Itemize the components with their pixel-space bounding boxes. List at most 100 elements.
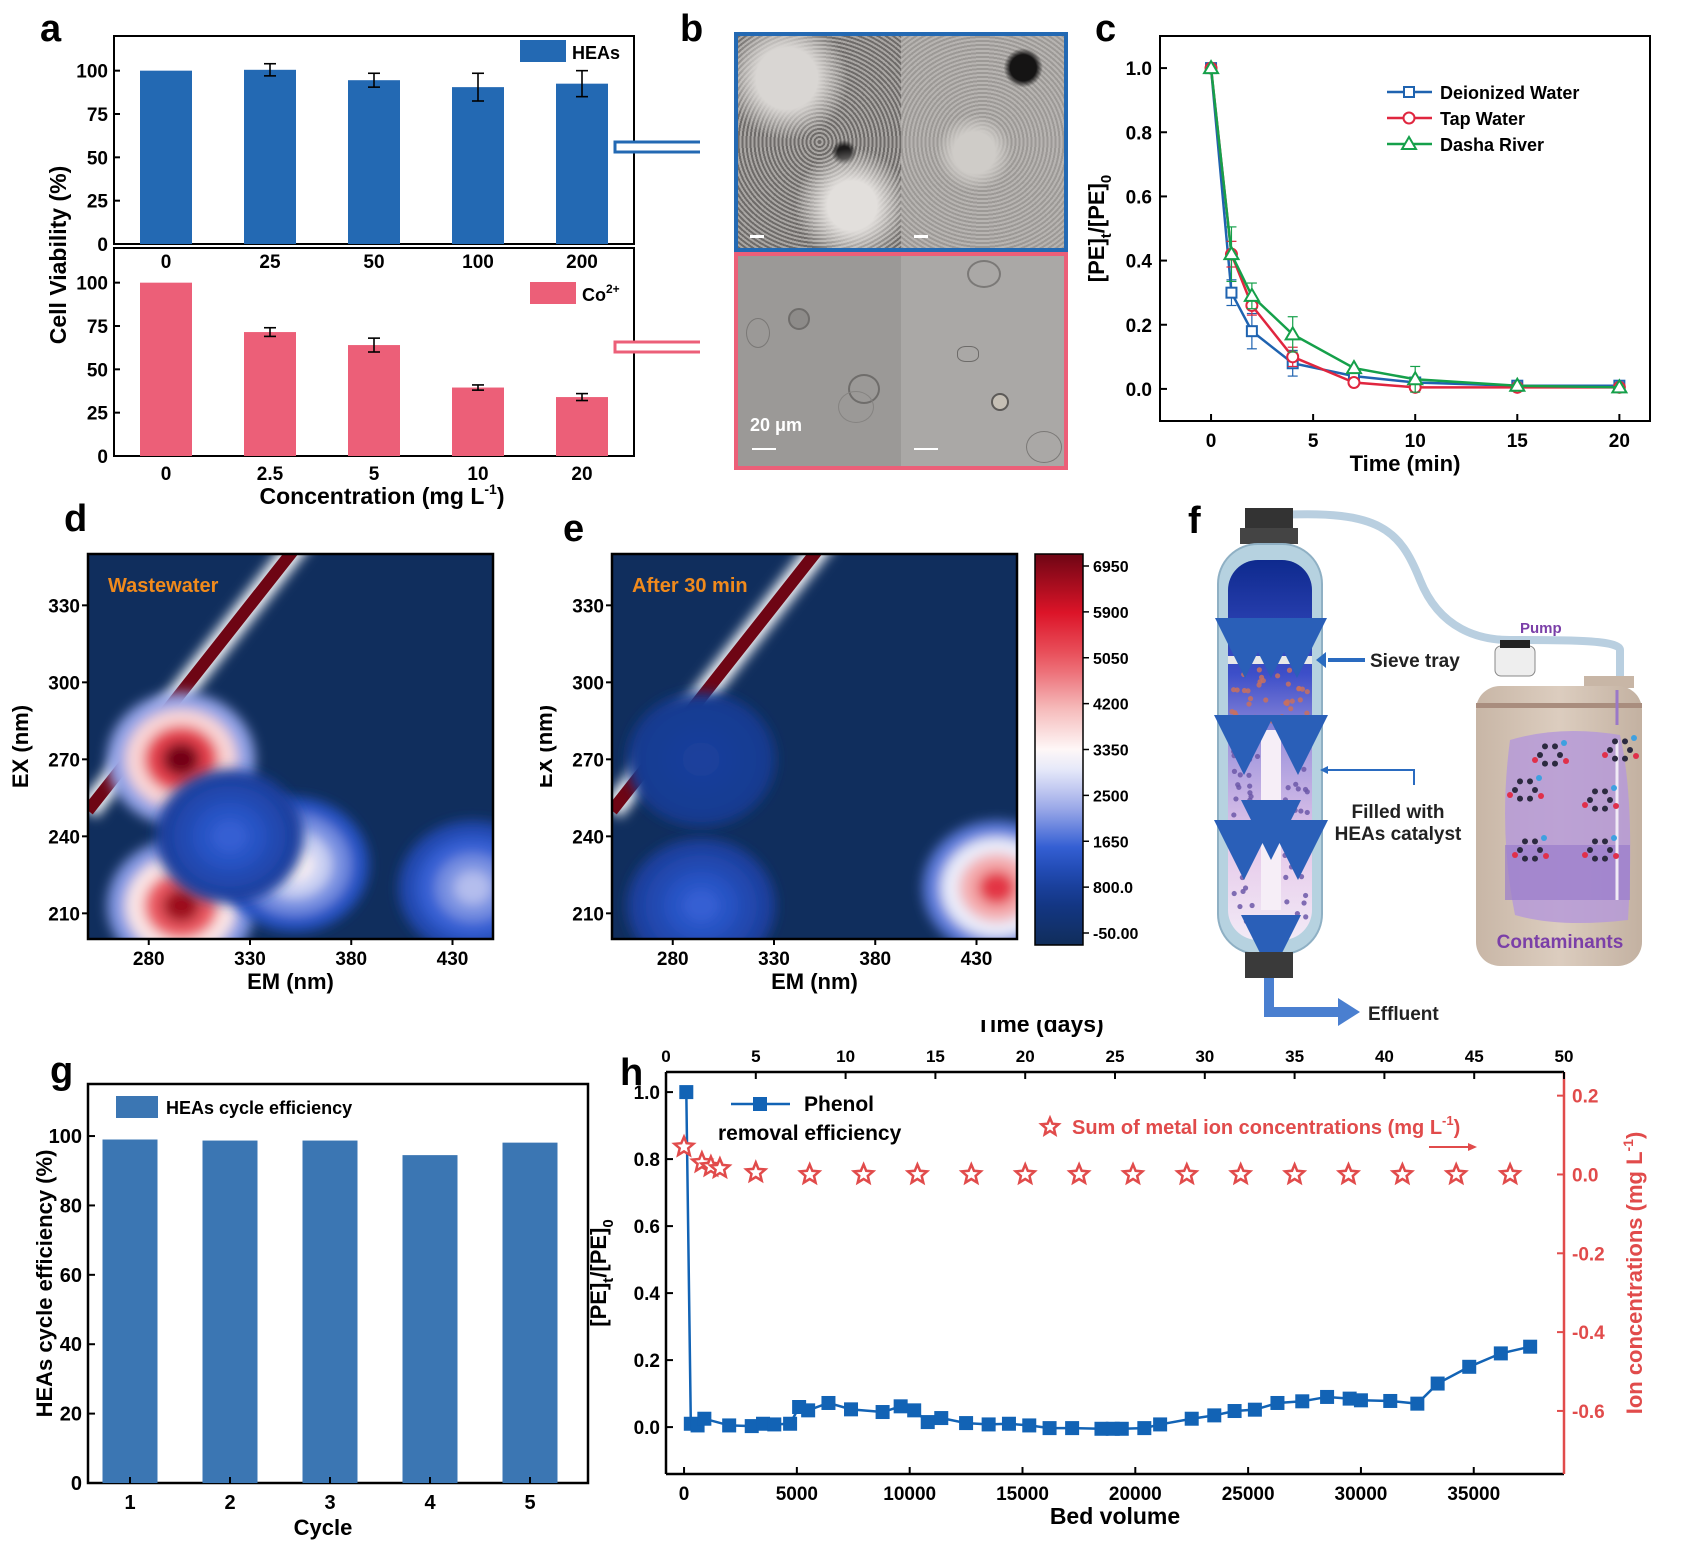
x-tick-label: 30000 [1335,1484,1388,1505]
x-tick-label: 5000 [776,1484,818,1505]
bead [1298,746,1304,752]
data-point [907,1403,922,1418]
data-point [756,1416,771,1431]
x2-tick-label: 20 [1016,1047,1035,1066]
bead [1250,843,1256,849]
bead [1298,874,1305,880]
y-tick-label: 210 [572,904,604,925]
a-ylabel: Cell Viability (%) [45,166,71,345]
bead [1302,736,1308,742]
data-point [679,1085,694,1100]
data-point [1410,1396,1425,1411]
y-tick-label: 0.6 [1126,187,1152,208]
x-tick-label: 0 [161,252,172,273]
panel-h-chart: 0 5000 10000 15000 20000 25000 30000 35000 0 5 10 1… [586,1020,1647,1529]
y-tick-label: 80 [60,1195,82,1217]
y-label-sub: 0 [600,1219,617,1227]
micrograph-heas-right [901,36,1064,248]
bead [1293,781,1299,787]
x-tick-label: 430 [961,949,993,970]
legend-label: HEAs cycle efficiency [166,1098,352,1118]
x-tick-label: 20 [571,464,592,485]
data-point [850,1161,877,1186]
x-tick-label: 280 [657,949,689,970]
y-axis-label: HEAs cycle efficiency (%) [32,1150,57,1418]
x-tick-label: 2.5 [257,464,284,485]
bead [1239,862,1245,868]
scale-bar [914,448,938,450]
arrow-co-to-micrograph [613,340,700,354]
colorbar [1034,553,1084,946]
atom [1592,855,1598,862]
bead [1231,753,1237,759]
y-tick-label: 240 [572,827,604,848]
colorbar-tick-label: 5050 [1093,651,1129,668]
x-tick-label: 0 [679,1484,690,1505]
bead [1250,807,1256,813]
data-point [1184,1411,1199,1426]
bar [502,1142,558,1483]
bead [1285,681,1291,687]
x2-tick-label: 10 [836,1047,855,1066]
series-line [1209,67,1620,387]
pump-label: Pump [1520,620,1562,637]
data-point [1120,1161,1146,1186]
peak-level [453,870,492,905]
series-metal-ions [671,1133,1523,1186]
effluent-arrowhead [1338,998,1360,1026]
annotation-label: After 30 min [632,575,748,597]
sieve-tray-label: Sieve tray [1370,651,1460,672]
bead [1263,697,1269,703]
bead [1292,807,1298,813]
atom [1607,797,1613,803]
bead [1288,864,1295,870]
peak-level [210,819,249,854]
data-point [1508,376,1527,392]
data-point [981,1417,996,1432]
a-xlabel: Concentration (mg L-1) [259,481,504,509]
y2-tick-label: 0.0 [1572,1165,1598,1186]
data-point [707,1155,733,1180]
legend-label: Phenol [804,1093,874,1116]
x-tick-label: 0 [161,464,172,485]
colorbar-tick-label: 1650 [1093,834,1129,851]
y-tick-label: 20 [60,1404,82,1426]
bead [1245,688,1251,694]
y-tick-label: 25 [87,404,109,425]
annotation-label: Wastewater [108,575,219,597]
panel-letter-d: d [64,498,88,540]
y2-tick-label: -0.4 [1572,1323,1605,1344]
bead [1304,710,1310,716]
data-point [821,1395,836,1410]
x-tick-label: 20 [1609,431,1630,452]
bead [1239,874,1245,881]
data-point [1243,286,1261,302]
fluorescence-peak [922,820,1017,939]
data-point [1335,1161,1362,1186]
bead [1285,785,1291,791]
data-point [1462,1359,1477,1374]
data-point [722,1418,737,1433]
atom [1613,853,1619,859]
x-axis-label: Bed volume [1050,1503,1180,1529]
atom [1541,835,1547,841]
y-tick-label: 0 [97,447,108,468]
y-tick-label: 0.8 [1126,123,1152,144]
atom [1543,853,1549,859]
bead [1248,793,1254,800]
panel-letter-f: f [1188,500,1201,542]
y2-label-part: ) [1622,1132,1647,1139]
legend-label: Sum of metal ion concentrations (mg L-1) [1072,1113,1460,1139]
legend-sup: -1 [1442,1113,1454,1128]
x-tick-label: 35000 [1447,1484,1500,1505]
y-tick-label: 330 [572,596,604,617]
legend-marker [1402,111,1416,125]
bead [1288,706,1294,712]
bead [1231,768,1238,774]
panel-c-chart: 0 5 10 15 20 0.0 0.2 0.4 0.6 0.8 1.0 Time (min) [PE]… [1084,35,1651,476]
scale-bar [750,235,764,238]
atom [1512,787,1518,793]
bead [1282,797,1289,803]
bead [1243,918,1249,924]
bead [1231,890,1237,897]
